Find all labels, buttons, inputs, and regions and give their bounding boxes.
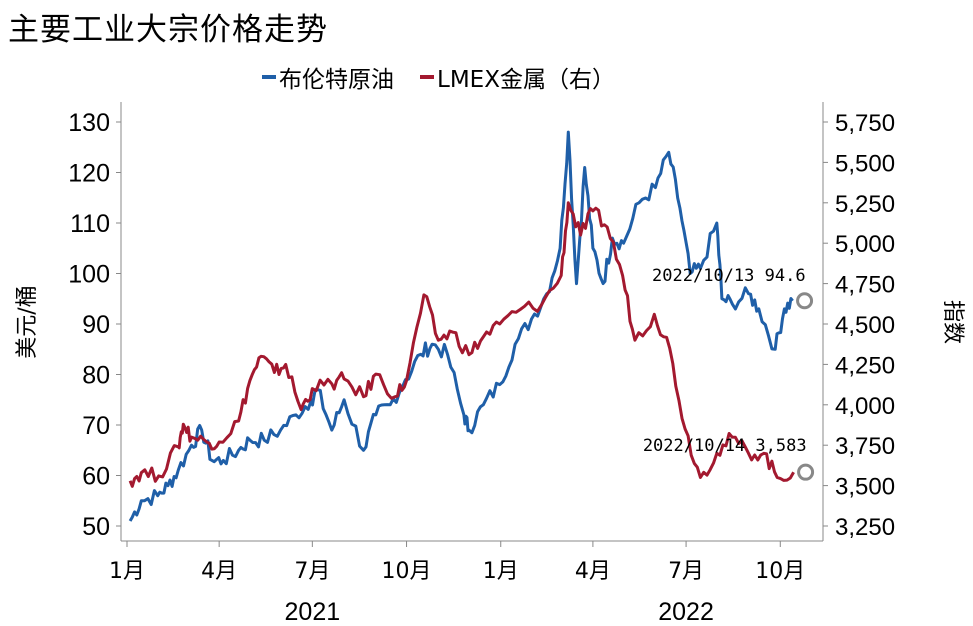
- legend-swatch-lmex: [420, 75, 434, 79]
- x-tick-label: 4月: [201, 559, 237, 584]
- y-tick-label-left: 90: [82, 311, 110, 339]
- series-layer: [128, 130, 795, 522]
- x-tick-label: 1月: [109, 559, 145, 584]
- y-tick-label-right: 5,000: [835, 231, 895, 258]
- y-tick-label-right: 3,750: [835, 433, 895, 460]
- x-tick-label: 10月: [755, 559, 805, 584]
- x-tick-label: 4月: [575, 559, 611, 584]
- legend-label-lmex: LMEX金属（右）: [437, 67, 615, 93]
- y-tick-label-left: 80: [82, 362, 110, 390]
- annotation-marker-1: [797, 463, 815, 481]
- axes: [116, 102, 828, 547]
- y-tick-label-left: 120: [68, 160, 110, 188]
- y-tick-label-right: 4,750: [835, 272, 895, 299]
- legend-swatch-brent: [262, 75, 276, 79]
- legend-item-lmex: LMEX金属（右）: [420, 60, 615, 94]
- annotation-label-0: 2022/10/13 94.6: [652, 266, 806, 286]
- y-tick-label-right: 4,500: [835, 312, 895, 339]
- legend-item-brent: 布伦特原油: [262, 60, 394, 94]
- annotation-marker-0: [796, 292, 814, 310]
- y-tick-label-right: 5,500: [835, 150, 895, 177]
- x-tick-label: 1月: [483, 559, 519, 584]
- legend: 布伦特原油 LMEX金属（右）: [262, 60, 615, 94]
- y-tick-label-left: 60: [82, 463, 110, 491]
- series-line-1: [128, 201, 795, 488]
- x-tick-label: 7月: [668, 559, 704, 584]
- x-tick-label: 7月: [294, 559, 330, 584]
- y-tick-label-left: 100: [68, 261, 110, 289]
- x-year-label: 2022: [658, 598, 714, 626]
- y-tick-label-right: 3,250: [835, 514, 895, 541]
- chart-title: 主要工业大宗价格走势: [8, 12, 328, 48]
- y-axis-title-right: 指数: [940, 300, 965, 344]
- y-tick-label-right: 3,500: [835, 474, 895, 501]
- x-tick-label: 10月: [382, 559, 432, 584]
- y-tick-label-right: 4,000: [835, 393, 895, 420]
- y-tick-label-left: 70: [82, 412, 110, 440]
- y-tick-label-right: 5,250: [835, 191, 895, 218]
- y-tick-label-left: 110: [70, 210, 110, 238]
- y-tick-label-right: 5,750: [835, 110, 895, 137]
- labels: 50 60 70 80 90 100 110 120 130 3,250 3,500 3,750 4,0…: [15, 109, 965, 626]
- x-year-label: 2021: [285, 598, 341, 626]
- legend-label-brent: 布伦特原油: [279, 67, 394, 93]
- y-tick-label-left: 50: [82, 513, 110, 541]
- y-tick-label-right: 4,250: [835, 352, 895, 379]
- y-axis-title-left: 美元/桶: [15, 285, 40, 358]
- annotation-label-1: 2022/10/14 3,583: [643, 436, 807, 456]
- y-tick-label-left: 130: [68, 109, 110, 137]
- series-line-0: [128, 130, 794, 522]
